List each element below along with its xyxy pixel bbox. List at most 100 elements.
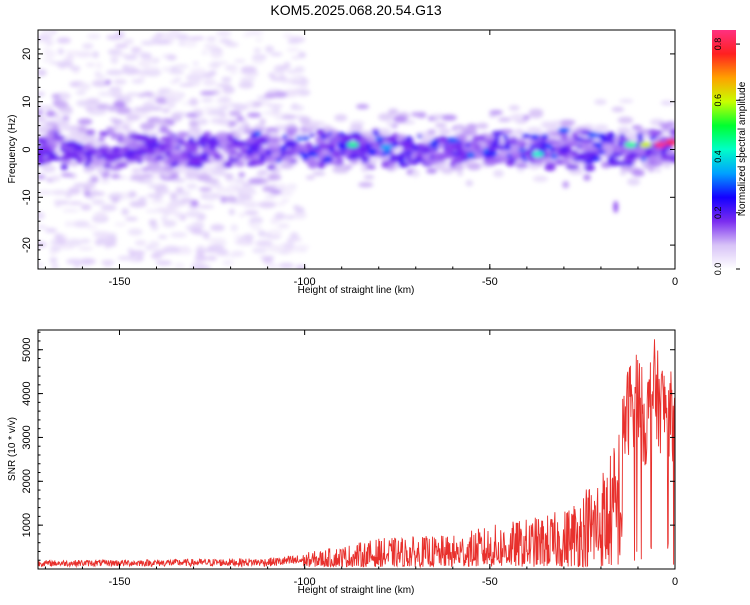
heatmap-cell [299, 116, 311, 125]
heatmap-cell [112, 124, 121, 131]
heatmap-cell [406, 135, 412, 141]
heatmap-cell [179, 83, 195, 87]
heatmap-cell [273, 151, 283, 157]
heatmap-cell [540, 121, 555, 128]
heatmap-cell [97, 91, 114, 97]
heatmap-cell [216, 31, 232, 36]
heatmap-cell [583, 174, 591, 181]
heatmap-cell [627, 177, 641, 186]
heatmap-cell [82, 144, 90, 150]
heatmap-cell [496, 155, 510, 161]
heatmap-cell [541, 142, 548, 147]
heatmap-cell [441, 167, 454, 174]
heatmap-cell [174, 77, 182, 82]
heatmap-cell [289, 80, 307, 85]
heatmap-cell [389, 160, 397, 165]
heatmap-cell [190, 227, 202, 235]
heatmap-cell [513, 128, 525, 136]
heatmap-cell [185, 210, 203, 218]
heatmap-cell [99, 179, 110, 184]
heatmap-cell [199, 90, 216, 96]
heatmap-cell [242, 201, 260, 209]
heatmap-cell [410, 143, 417, 149]
heatmap-cell [38, 69, 47, 77]
heatmap-cell [166, 130, 173, 136]
heatmap-cell [269, 145, 283, 151]
heatmap-cell [134, 239, 147, 246]
heatmap-cell [267, 131, 280, 138]
heatmap-cell [121, 191, 129, 199]
heatmap-cell [669, 128, 675, 136]
heatmap-cell [305, 142, 313, 148]
heatmap-cell [443, 144, 448, 149]
heatmap-cell [40, 144, 52, 152]
y-tick-label: -10 [21, 189, 33, 205]
heatmap-cell [272, 107, 281, 114]
heatmap-cell [348, 152, 361, 159]
heatmap-cell [381, 162, 390, 169]
heatmap-cell [283, 89, 301, 96]
heatmap-cell [424, 158, 439, 165]
heatmap-cell [498, 149, 513, 156]
heatmap-cell [125, 216, 138, 221]
y-tick-label: 10 [21, 96, 33, 108]
heatmap-cell [162, 219, 177, 228]
heatmap-cell [103, 158, 117, 163]
heatmap-cell [334, 114, 348, 122]
heatmap-cell [398, 158, 405, 164]
heatmap-cell [557, 127, 570, 134]
y-tick-label: 4000 [21, 381, 33, 405]
heatmap-cell [94, 151, 103, 157]
heatmap-cell [366, 164, 376, 170]
heatmap-cell [641, 156, 647, 162]
heatmap-cell [291, 103, 299, 109]
heatmap-cell [200, 192, 208, 200]
heatmap-cell [123, 38, 134, 45]
heatmap-cell [312, 171, 326, 176]
heatmap-cell [165, 95, 177, 104]
heatmap-cell [511, 146, 521, 154]
y-tick-label: 3000 [21, 425, 33, 449]
heatmap-cell [516, 168, 525, 173]
heatmap-cell [92, 191, 106, 196]
heatmap-cell [648, 128, 659, 136]
heatmap-cell [114, 43, 129, 49]
heatmap-cell [38, 225, 47, 229]
heatmap-cell [264, 45, 274, 53]
heatmap-cell [110, 56, 119, 65]
heatmap-cell [157, 189, 171, 194]
heatmap-cell [206, 255, 217, 261]
heatmap-cell [281, 114, 297, 120]
heatmap-cell [377, 113, 394, 121]
heatmap-cell [315, 128, 325, 135]
heatmap-cell [300, 84, 309, 89]
heatmap-cell [592, 156, 601, 162]
heatmap-cell [393, 115, 408, 123]
heatmap-cell [44, 30, 52, 37]
heatmap-cell [110, 173, 121, 179]
heatmap-cell [78, 246, 94, 251]
heatmap-cell [190, 68, 207, 75]
heatmap-cell [619, 133, 625, 139]
heatmap-cell [238, 172, 246, 178]
heatmap-cell [139, 122, 156, 131]
heatmap-cell [386, 135, 396, 143]
heatmap-cell [248, 178, 264, 185]
heatmap-cell [202, 78, 217, 87]
heatmap-cell [521, 133, 531, 138]
heatmap-cell [183, 39, 198, 48]
heatmap-cell [317, 142, 330, 150]
heatmap-cell [654, 148, 662, 155]
heatmap-cell [289, 232, 299, 238]
heatmap-cell [171, 178, 186, 183]
heatmap-cell [38, 262, 44, 268]
heatmap-cell [93, 211, 108, 220]
heatmap-cell [160, 136, 174, 142]
heatmap-cell [549, 147, 556, 153]
heatmap-cell [372, 130, 380, 136]
heatmap-cell [95, 75, 107, 79]
heatmap-cell [659, 154, 674, 161]
heatmap-cell [464, 144, 471, 148]
y-tick-label: -20 [21, 237, 33, 253]
heatmap-cell [87, 110, 106, 116]
